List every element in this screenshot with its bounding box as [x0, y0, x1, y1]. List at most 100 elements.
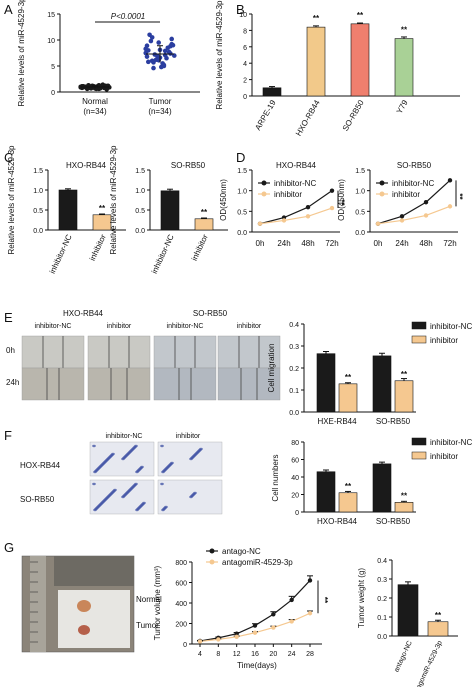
d-point: [305, 214, 311, 219]
a-point-tumor: [161, 63, 167, 69]
b-bar: [306, 26, 326, 97]
b-significance: **: [401, 26, 408, 35]
a-p-value: P<0.0001: [111, 12, 145, 21]
e-y-tick-label: 0.0: [289, 410, 299, 417]
c-significance: **: [201, 208, 208, 217]
g1-point: [197, 639, 203, 644]
f-cell: [92, 444, 96, 448]
g1-point: [252, 623, 258, 628]
d-point: [281, 218, 287, 223]
g1-x-tick-label: 4: [198, 651, 202, 658]
a-point-tumor: [148, 38, 154, 44]
f-row-label: SO-RB50: [20, 495, 55, 504]
g1-y-tick-label: 400: [175, 601, 187, 608]
g1-point: [307, 611, 313, 616]
c1-y-tick-label: 0.5: [33, 208, 43, 215]
g2-y-tick-label: 0.2: [377, 596, 387, 603]
a-point-tumor: [146, 48, 151, 53]
d1-y-tick-label: 1.0: [237, 189, 247, 196]
a-n-label: (n=34): [148, 107, 172, 116]
d-legend-label: inhibitor: [392, 190, 420, 199]
d-x-tick-label: 0h: [256, 239, 265, 248]
d-point: [423, 213, 429, 218]
d1-y-tick-label: 0.5: [237, 209, 247, 216]
panel-letter-g: G: [4, 540, 14, 555]
c-category-label: inhibitor-NC: [150, 233, 176, 275]
g1-x-label: Time(days): [237, 661, 277, 670]
e-wound-image: [21, 367, 85, 401]
g1-legend-label: antago-NC: [222, 547, 261, 556]
f-cell: [142, 501, 146, 505]
c1-y-label: Relative levels of miR-4529-3p: [7, 145, 16, 254]
a-point-tumor: [169, 36, 174, 42]
d2-y-tick-label: 0.0: [355, 230, 365, 237]
f-y-tick-label: 20: [291, 493, 299, 500]
a-point-tumor: [169, 41, 174, 47]
b-bar: [394, 38, 414, 97]
f-col-label: inhibitor-NC: [106, 433, 143, 440]
g1-x-tick-label: 24: [288, 651, 296, 658]
panel-letter-b: B: [236, 2, 245, 17]
panel-letter-d: D: [236, 150, 245, 165]
d-series-line: [377, 179, 451, 225]
panel-letter-e: E: [4, 310, 13, 325]
a-point-tumor: [151, 60, 156, 65]
f-y-tick-label: 0: [295, 510, 299, 517]
e-legend-label: inhibitor-NC: [430, 322, 472, 331]
f-cell: [164, 505, 168, 509]
b-bar: [262, 87, 282, 97]
g1-y-tick-label: 200: [175, 622, 187, 629]
a-point-tumor: [151, 65, 156, 71]
g2-category-label: antagomiR-4529-3p: [411, 640, 444, 687]
g2-significance: **: [435, 611, 442, 620]
g-normal-tumor: [77, 600, 91, 612]
d2-y-tick-label: 1.5: [355, 168, 365, 175]
b-category-label: ARPE-19: [253, 98, 278, 132]
g1-y-tick-label: 800: [175, 560, 187, 567]
d-x-tick-label: 24h: [395, 239, 408, 248]
b-significance: **: [313, 14, 320, 23]
g-normal-label: Normal: [136, 595, 162, 604]
f-significance: **: [401, 491, 408, 500]
panel-letter-a: A: [4, 2, 13, 17]
b-significance: **: [357, 11, 364, 20]
g-small-tumor: [78, 625, 90, 635]
f-cell: [134, 444, 138, 448]
g1-legend-marker: [209, 559, 215, 565]
d-x-tick-label: 48h: [301, 239, 314, 248]
g1-y-tick-label: 0: [183, 642, 187, 649]
f-cell: [160, 482, 164, 486]
a-y-tick-label: 15: [47, 12, 55, 19]
e-wound-image: [153, 335, 217, 369]
f-cell: [160, 444, 164, 448]
e-sub-label: inhibitor: [237, 323, 262, 330]
a-y-tick-label: 0: [51, 90, 55, 97]
a-point-tumor: [146, 59, 151, 65]
e-legend-label: inhibitor: [430, 336, 458, 345]
g1-x-tick-label: 12: [233, 651, 241, 658]
e-bar: [338, 383, 358, 413]
d2-y-label: OD(450nm): [337, 179, 346, 221]
d-legend-label: inhibitor-NC: [392, 179, 434, 188]
e-row-label: 24h: [6, 378, 19, 387]
g1-x-tick-label: 8: [216, 651, 220, 658]
d-x-tick-label: 72h: [443, 239, 456, 248]
g2-category-label: antago-NC: [393, 640, 414, 674]
g2-y-tick-label: 0.3: [377, 577, 387, 584]
g-ruler: [30, 556, 46, 652]
e-wound-image: [87, 335, 151, 369]
e-wound-image: [87, 367, 151, 401]
a-category-label: Normal: [82, 97, 108, 106]
a-y-tick-label: 10: [47, 38, 55, 45]
g2-y-tick-label: 0.0: [377, 634, 387, 641]
g2-bar: [427, 621, 449, 637]
g1-point: [252, 630, 258, 635]
g-photo-label-area: [54, 556, 134, 586]
g1-significance: **: [320, 597, 329, 604]
e-significance: **: [401, 370, 408, 379]
f-legend-label: inhibitor: [430, 452, 458, 461]
e-bar: [394, 380, 414, 413]
f-y-label: Cell numbers: [271, 454, 280, 501]
d-series-line: [259, 190, 333, 225]
